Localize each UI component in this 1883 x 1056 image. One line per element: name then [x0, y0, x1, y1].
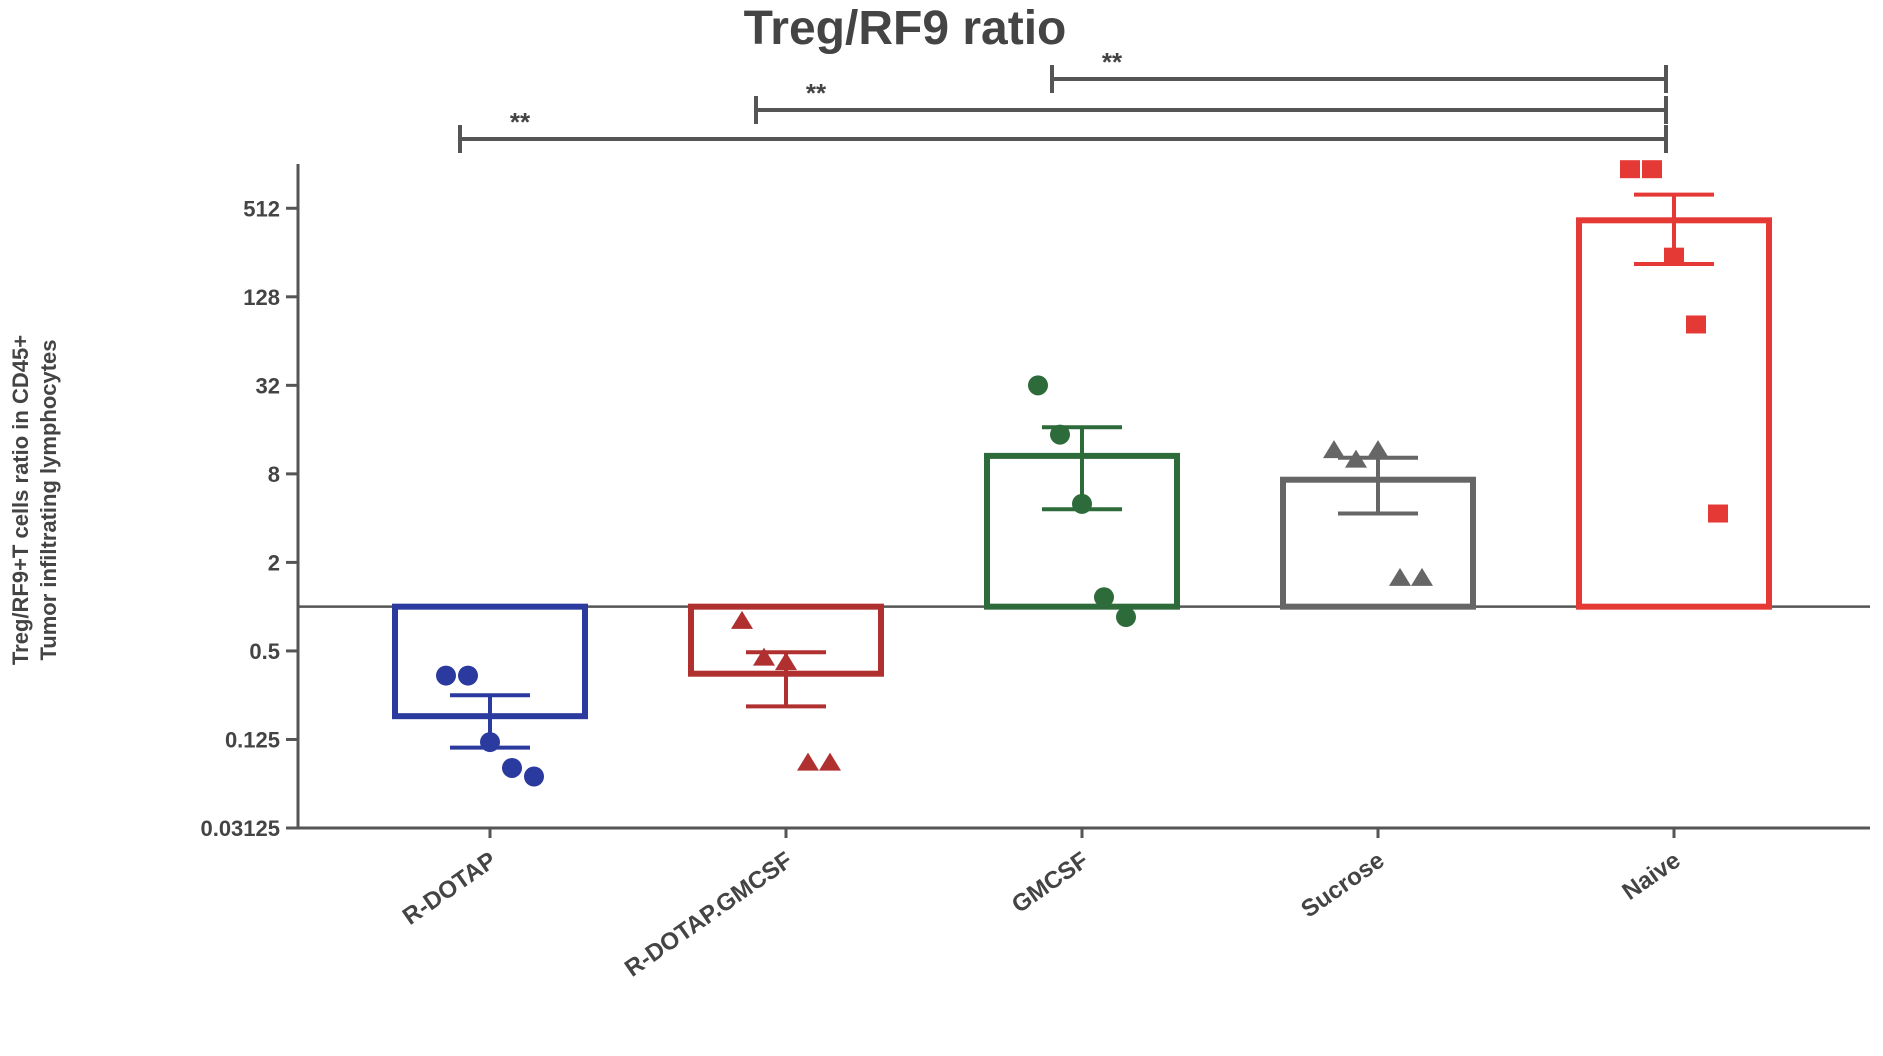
data-point: [1072, 493, 1092, 514]
y-tick-label: 0.125: [225, 727, 280, 752]
data-point: [1367, 440, 1389, 459]
data-point: [1708, 504, 1728, 523]
data-point: [819, 752, 841, 771]
y-tick-label: 2: [268, 550, 280, 575]
data-point: [1642, 160, 1662, 179]
data-point: [1389, 567, 1411, 586]
data-point: [458, 665, 478, 686]
data-point: [502, 757, 522, 778]
data-point: [1050, 424, 1070, 445]
x-tick-label: GMCSF: [1007, 847, 1093, 919]
data-point: [1664, 247, 1684, 266]
y-axis-label: Treg/RF9+T cells ratio in CD45+: [8, 335, 33, 665]
data-point: [1345, 449, 1367, 468]
data-point: [1116, 607, 1136, 628]
data-point: [1686, 315, 1706, 334]
chart-title: Treg/RF9 ratio: [744, 2, 1067, 55]
data-point: [1620, 160, 1640, 179]
y-tick-label: 512: [243, 196, 280, 221]
data-point: [753, 647, 775, 666]
significance-label: **: [1102, 47, 1123, 77]
y-tick-label: 128: [243, 285, 280, 310]
data-point: [797, 752, 819, 771]
data-point: [1323, 440, 1345, 459]
y-tick-label: 0.5: [249, 639, 280, 664]
x-tick-label: R-DOTAP.GMCSF: [620, 847, 797, 983]
data-point: [1411, 567, 1433, 586]
y-tick-label: 8: [268, 462, 280, 487]
data-point: [775, 652, 797, 671]
y-axis-label: Tumor infiltrating lymphocytes: [36, 339, 61, 660]
data-point: [524, 766, 544, 787]
y-tick-label: 0.03125: [200, 816, 280, 841]
data-point: [436, 665, 456, 686]
data-point: [1094, 587, 1114, 608]
significance-label: **: [510, 107, 531, 137]
bar: [1576, 217, 1772, 610]
x-tick-label: R-DOTAP: [398, 847, 502, 931]
data-point: [731, 610, 753, 629]
data-point: [480, 732, 500, 753]
data-point: [1028, 375, 1048, 396]
x-tick-label: Naive: [1617, 847, 1685, 906]
x-tick-label: Sucrose: [1296, 847, 1389, 923]
y-tick-label: 32: [256, 373, 280, 398]
significance-label: **: [806, 78, 827, 108]
